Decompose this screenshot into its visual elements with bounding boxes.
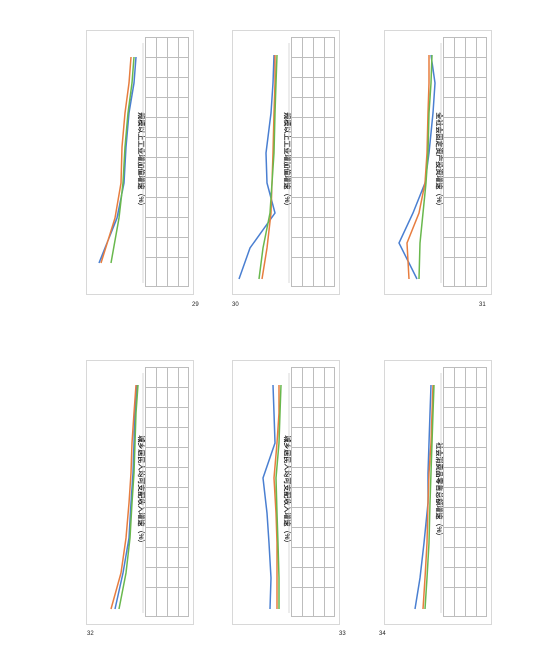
chart-panel-6: 社会消费品零售总额增速（%） [384, 360, 492, 625]
page-number-30: 30 [232, 302, 239, 308]
chart-panel-2: 规模以上工业增加值增速（%） [232, 30, 340, 295]
page-number-33: 33 [339, 631, 346, 637]
data-table [443, 367, 487, 617]
chart-panel-4: 城乡居民人均可支配收入增速（%） [86, 360, 194, 625]
page-number-29: 29 [192, 302, 199, 308]
line-chart [110, 373, 144, 613]
page-number-32: 32 [87, 631, 94, 637]
data-table [443, 37, 487, 287]
chart-panel-3: 全社会固定资产投资增速（%） [384, 30, 492, 295]
line-chart [414, 373, 442, 613]
line-chart [262, 373, 290, 613]
data-table [291, 37, 335, 287]
data-table [145, 367, 189, 617]
data-table [291, 367, 335, 617]
line-chart [238, 43, 290, 283]
data-table [145, 37, 189, 287]
line-chart [98, 43, 144, 283]
chart-panel-1: 规模以上工业增加值增速（%） [86, 30, 194, 295]
page-number-34: 34 [379, 631, 386, 637]
chart-panel-5: 城乡居民人均可支配收入增速（%） [232, 360, 340, 625]
line-chart [398, 43, 442, 283]
page-number-31: 31 [479, 302, 486, 308]
